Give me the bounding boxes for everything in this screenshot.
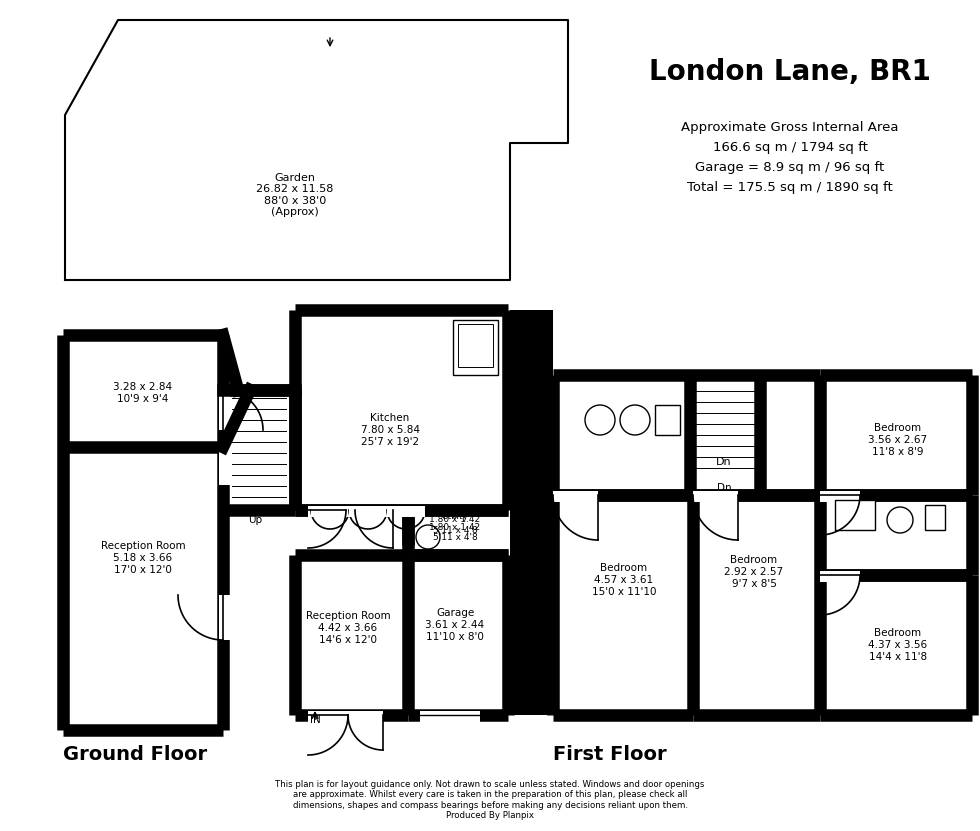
Text: London Lane, BR1: London Lane, BR1 (649, 58, 931, 86)
Text: 166.6 sq m / 1794 sq ft: 166.6 sq m / 1794 sq ft (712, 141, 867, 155)
Circle shape (620, 405, 650, 435)
Text: Bedroom
3.56 x 2.67
11'8 x 8'9: Bedroom 3.56 x 2.67 11'8 x 8'9 (868, 424, 927, 456)
Bar (820, 491, 860, 502)
Text: Total = 175.5 sq m / 1890 sq ft: Total = 175.5 sq m / 1890 sq ft (687, 181, 893, 194)
Bar (655, 405, 680, 435)
Bar (219, 595, 230, 640)
Text: First Floor: First Floor (553, 745, 666, 765)
Bar (219, 390, 230, 430)
Text: Up: Up (248, 515, 262, 525)
Bar (925, 505, 945, 530)
Bar (387, 506, 425, 517)
Text: Dn: Dn (716, 483, 731, 493)
Text: Bedroom
4.57 x 3.61
15'0 x 11'10: Bedroom 4.57 x 3.61 15'0 x 11'10 (592, 563, 657, 597)
Text: Reception Room
5.18 x 3.66
17'0 x 12'0: Reception Room 5.18 x 3.66 17'0 x 12'0 (101, 542, 185, 574)
Text: Ground Floor: Ground Floor (63, 745, 207, 765)
Bar (420, 711, 480, 722)
Bar (835, 500, 875, 530)
Text: Bedroom
2.92 x 2.57
9'7 x 8'5: Bedroom 2.92 x 2.57 9'7 x 8'5 (724, 555, 784, 588)
Bar (693, 491, 738, 502)
Text: Garage
3.61 x 2.44
11'10 x 8'0: Garage 3.61 x 2.44 11'10 x 8'0 (425, 608, 484, 642)
Text: Garage = 8.9 sq m / 96 sq ft: Garage = 8.9 sq m / 96 sq ft (696, 161, 885, 175)
Bar (348, 711, 383, 722)
Bar (311, 506, 349, 517)
Text: This plan is for layout guidance only. Not drawn to scale unless stated. Windows: This plan is for layout guidance only. N… (275, 780, 705, 820)
Circle shape (585, 405, 615, 435)
Bar (458, 324, 493, 367)
Bar (510, 310, 553, 715)
Bar (370, 506, 408, 517)
Circle shape (887, 507, 913, 533)
Circle shape (416, 525, 440, 549)
Text: Garden
26.82 x 11.58
88'0 x 38'0
(Approx): Garden 26.82 x 11.58 88'0 x 38'0 (Approx… (257, 173, 333, 218)
Text: Kitchen
7.80 x 5.84
25'7 x 19'2: Kitchen 7.80 x 5.84 25'7 x 19'2 (361, 413, 419, 446)
Text: Reception Room
4.42 x 3.66
14'6 x 12'0: Reception Room 4.42 x 3.66 14'6 x 12'0 (306, 612, 390, 645)
Text: Bedroom
4.37 x 3.56
14'4 x 11'8: Bedroom 4.37 x 3.56 14'4 x 11'8 (868, 628, 927, 661)
Bar (308, 506, 346, 517)
Bar (308, 711, 348, 722)
Bar (453, 320, 498, 375)
Bar (553, 491, 598, 502)
Bar (355, 506, 393, 517)
Bar (349, 506, 387, 517)
Bar (820, 571, 860, 582)
Text: 3.28 x 2.84
10'9 x 9'4: 3.28 x 2.84 10'9 x 9'4 (114, 382, 172, 404)
Text: Utility
1.80 x 1.42
5'11 x 4'8: Utility 1.80 x 1.42 5'11 x 4'8 (429, 512, 480, 542)
Text: IN: IN (310, 715, 320, 725)
Text: Approximate Gross Internal Area: Approximate Gross Internal Area (681, 121, 899, 135)
Text: Utility
1.80 x 1.42
5'11 x 4'8: Utility 1.80 x 1.42 5'11 x 4'8 (429, 505, 480, 535)
Bar (219, 447, 230, 485)
Text: Dn: Dn (716, 457, 732, 467)
